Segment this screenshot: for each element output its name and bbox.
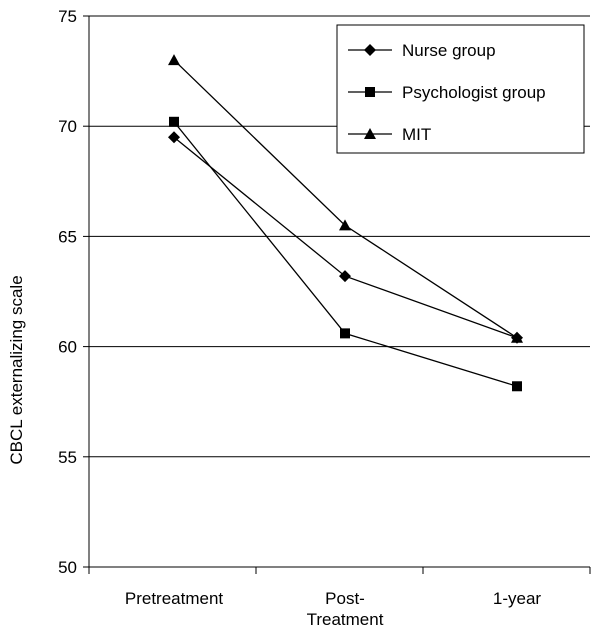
y-tick-label-65: 65 [58, 227, 77, 246]
legend-box [336, 24, 585, 154]
x-tick-label-2: 1-year [493, 589, 542, 608]
data-point-0-1 [339, 270, 351, 283]
series-line-0 [173, 136, 518, 339]
x-tick-label-0: Pretreatment [125, 589, 224, 608]
y-tick-label-75: 75 [58, 7, 77, 26]
legend-marker-0 [364, 44, 376, 56]
legend-label-0: Nurse group [402, 41, 496, 60]
legend-label-2: MIT [402, 125, 431, 144]
legend-marker-1 [365, 87, 375, 97]
x-axis-ticks: Pretreatment Post-Treatment 1-year [88, 567, 591, 629]
data-point-2-0 [168, 54, 180, 66]
y-tick-label-50: 50 [58, 558, 77, 577]
data-point-2-2 [511, 331, 523, 343]
y-tick-label-60: 60 [58, 338, 77, 357]
series-layer [168, 54, 523, 392]
data-point-1-2 [512, 381, 522, 392]
legend-label-1: Psychologist group [402, 83, 546, 102]
data-point-1-0 [169, 116, 179, 127]
y-tick-label-55: 55 [58, 448, 77, 467]
y-tick-label-70: 70 [58, 117, 77, 136]
data-point-1-1 [340, 328, 350, 339]
y-axis-label: CBCL externalizing scale [7, 275, 26, 464]
legend-item-2: MIT [348, 125, 431, 144]
legend-item-0: Nurse group [348, 41, 496, 60]
legend-item-1: Psychologist group [348, 83, 546, 102]
legend: Nurse group Psychologist group MIT [336, 24, 585, 154]
series-1 [169, 116, 522, 392]
series-0 [168, 131, 523, 344]
data-point-0-0 [168, 131, 180, 144]
data-point-2-1 [339, 219, 351, 231]
series-2 [168, 54, 523, 343]
x-tick-label-1: Post-Treatment [307, 589, 384, 629]
legend-marker-2 [364, 128, 376, 139]
axes [88, 16, 590, 568]
y-axis-ticks: 50 55 60 65 70 75 [58, 7, 89, 577]
